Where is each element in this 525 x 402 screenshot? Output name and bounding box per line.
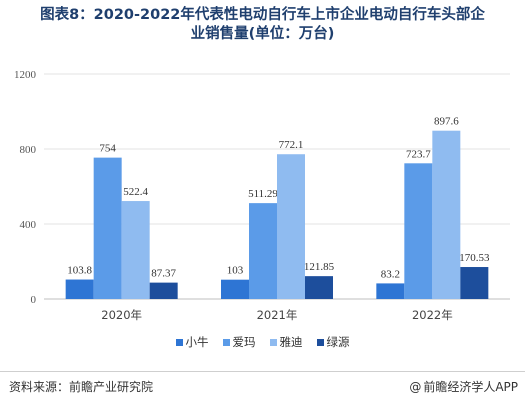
chart-title: 图表8：2020-2022年代表性电动自行车上市企业电动自行车头部企 业销售量(…	[0, 6, 525, 44]
data-label: 723.7	[406, 148, 431, 160]
bar	[249, 203, 277, 299]
brand-name: 前瞻经济学人APP	[423, 380, 518, 394]
bar	[121, 201, 150, 299]
bar	[277, 154, 305, 299]
bar	[432, 130, 461, 299]
chart-title-line-1: 图表8：2020-2022年代表性电动自行车上市企业电动自行车头部企	[40, 7, 485, 23]
legend-swatch-lvyuan	[316, 338, 324, 346]
legend-item-aima: 爱玛	[222, 334, 256, 350]
legend-swatch-yadi	[269, 338, 277, 346]
bar-chart: 0 400 800 1200 103.8 754 522.4 87.37 2020年 103 511…	[14, 69, 510, 322]
footer: 资料来源：前瞻产业研究院 @ 前瞻经济学人APP	[0, 371, 525, 402]
data-label: 170.53	[459, 252, 490, 264]
x-tick-label: 2022年	[412, 308, 453, 322]
bar	[65, 279, 94, 299]
legend-item-yadi: 雅迪	[269, 334, 303, 350]
data-label: 522.4	[123, 186, 148, 198]
x-tick-label: 2021年	[257, 308, 298, 322]
brand: @ 前瞻经济学人APP	[409, 378, 518, 395]
legend-label-yadi: 雅迪	[279, 335, 303, 349]
chart-title-line-2: 业销售量(单位：万台)	[190, 26, 335, 42]
bar	[305, 276, 333, 299]
legend-item-lvyuan: 绿源	[316, 334, 350, 350]
data-label: 754	[99, 143, 116, 155]
data-label: 511.29	[248, 188, 278, 200]
chart-legend: 小牛 爱玛 雅迪 绿源	[0, 334, 525, 350]
bar	[149, 282, 178, 299]
legend-swatch-xiaoniu	[175, 338, 183, 346]
data-label: 103.8	[67, 265, 92, 277]
data-label: 897.6	[434, 116, 459, 128]
y-tick-label: 400	[20, 219, 37, 231]
data-label: 772.1	[279, 139, 304, 151]
data-label: 83.2	[381, 268, 400, 280]
legend-item-xiaoniu: 小牛	[175, 334, 209, 350]
bar	[460, 267, 489, 299]
y-tick-label: 0	[31, 294, 37, 306]
legend-swatch-aima	[222, 338, 230, 346]
x-tick-label: 2020年	[101, 308, 142, 322]
data-label: 103	[227, 265, 244, 277]
data-label: 87.37	[151, 268, 176, 280]
y-tick-label: 1200	[14, 69, 37, 81]
legend-label-xiaoniu: 小牛	[185, 335, 209, 349]
legend-label-aima: 爱玛	[232, 335, 256, 349]
bar	[404, 163, 433, 299]
source-note: 资料来源：前瞻产业研究院	[9, 380, 154, 394]
bar	[93, 157, 122, 299]
data-label: 121.85	[304, 261, 335, 273]
bar	[376, 283, 405, 299]
brand-at-icon: @	[409, 379, 422, 394]
bar	[221, 279, 249, 299]
legend-label-lvyuan: 绿源	[326, 335, 350, 349]
y-tick-label: 800	[20, 144, 37, 156]
